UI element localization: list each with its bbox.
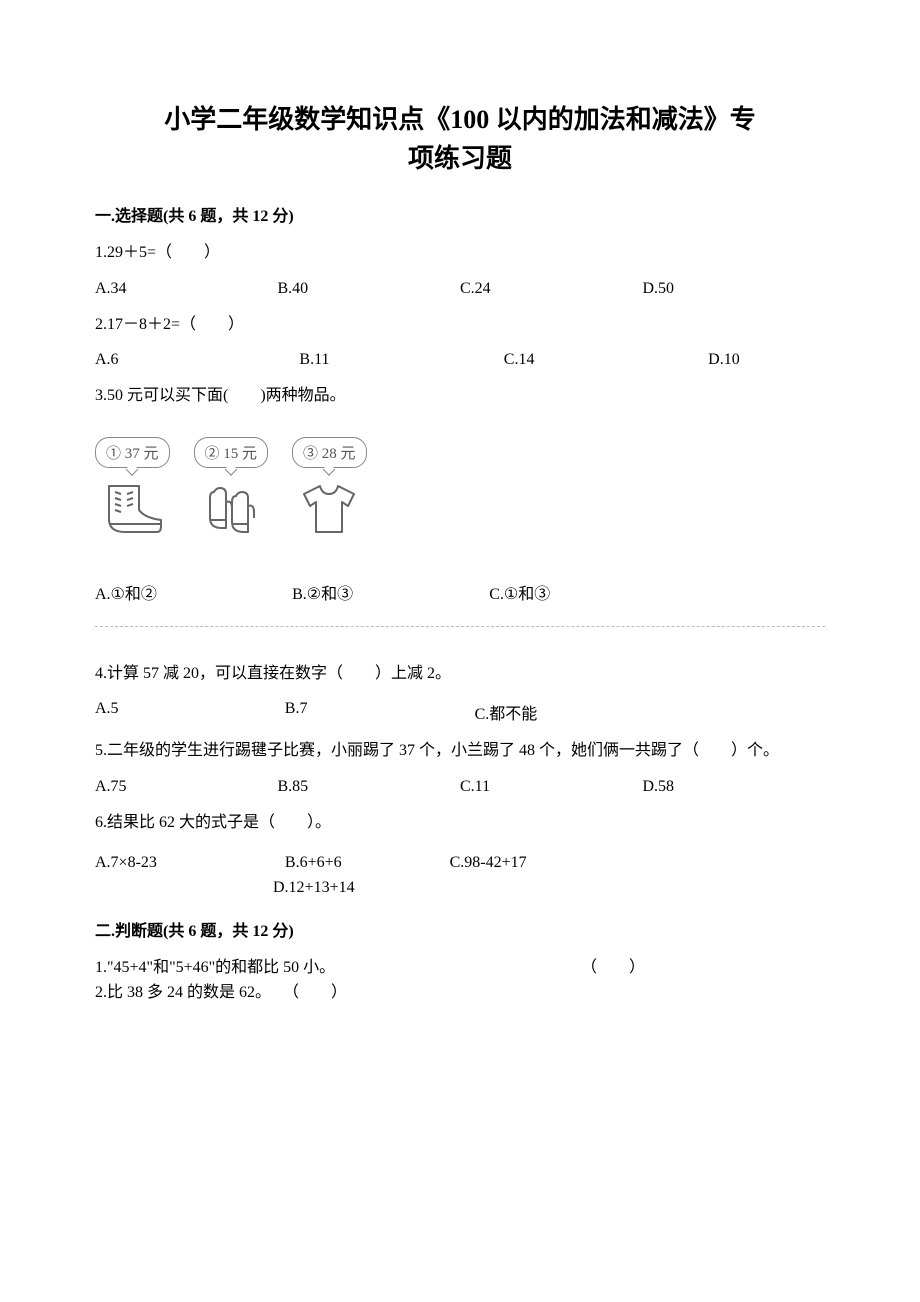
q2-opt-d: D.10 — [708, 351, 825, 369]
q2-opt-b: B.11 — [299, 351, 503, 369]
q2-options: A.6 B.11 C.14 D.10 — [95, 351, 825, 369]
boot-icon — [97, 474, 167, 544]
q1-opt-b: B.40 — [278, 280, 461, 298]
q3-item-3: ③ 28 元 — [292, 437, 367, 544]
q3-image-row: ① 37 元 ② 15 元 — [95, 437, 825, 544]
tf1-text: 1."45+4"和"5+46"的和都比 50 小。 — [95, 955, 335, 981]
tf1-paren: （ ） — [581, 955, 825, 981]
tf2-text: 2.比 38 多 24 的数是 62。 — [95, 984, 271, 1001]
q3-item-1: ① 37 元 — [95, 437, 170, 544]
q4-opt-b: B.7 — [285, 700, 475, 724]
q4-options: A.5 B.7 C.都不能 — [95, 700, 825, 724]
q3-price-1: ① 37 元 — [95, 437, 170, 468]
q3-opt-a: A.①和② — [95, 580, 292, 604]
q3-opt-b: B.②和③ — [292, 580, 489, 604]
q5-text: 5.二年级的学生进行踢毽子比赛，小丽踢了 37 个，小兰踢了 48 个，她们俩一… — [95, 738, 825, 764]
tf2: 2.比 38 多 24 的数是 62。 （ ） — [95, 980, 825, 1006]
q6-opt-b: B.6+6+6 — [285, 854, 342, 871]
divider — [95, 626, 825, 627]
q6-options: A.7×8-23 B.6+6+6 C.98-42+17 D.12+13+14 — [95, 850, 825, 901]
q2-text: 2.17－8＋2=（ ） — [95, 312, 825, 338]
title-line-1: 小学二年级数学知识点《100 以内的加法和减法》专 — [95, 100, 825, 139]
q1-opt-c: C.24 — [460, 280, 643, 298]
q1-options: A.34 B.40 C.24 D.50 — [95, 280, 825, 298]
q3-text: 3.50 元可以买下面( )两种物品。 — [95, 383, 825, 409]
tshirt-icon — [294, 474, 364, 544]
tf-list: 1."45+4"和"5+46"的和都比 50 小。 （ ） 2.比 38 多 2… — [95, 955, 825, 1006]
q5-opt-d: D.58 — [643, 778, 826, 796]
q6-text: 6.结果比 62 大的式子是（ ）。 — [95, 810, 825, 836]
q3-item-2: ② 15 元 — [194, 437, 269, 544]
section-2-heading: 二.判断题(共 6 题，共 12 分) — [95, 917, 825, 941]
q3-opt-c: C.①和③ — [489, 580, 686, 604]
q1-opt-d: D.50 — [643, 280, 826, 298]
q3-price-2: ② 15 元 — [194, 437, 269, 468]
q3-price-3: ③ 28 元 — [292, 437, 367, 468]
q2-opt-c: C.14 — [504, 351, 708, 369]
q2-opt-a: A.6 — [95, 351, 299, 369]
q5-opt-c: C.11 — [460, 778, 643, 796]
q4-opt-c: C.都不能 — [475, 700, 665, 724]
q6-opt-d: D.12+13+14 — [273, 879, 355, 896]
q5-opt-b: B.85 — [278, 778, 461, 796]
page: 小学二年级数学知识点《100 以内的加法和减法》专 项练习题 一.选择题(共 6… — [0, 0, 920, 1302]
title-line-2: 项练习题 — [95, 139, 825, 178]
q3-options: A.①和② B.②和③ C.①和③ — [95, 580, 825, 604]
page-title: 小学二年级数学知识点《100 以内的加法和减法》专 项练习题 — [95, 100, 825, 178]
q1-opt-a: A.34 — [95, 280, 278, 298]
tf1: 1."45+4"和"5+46"的和都比 50 小。 （ ） — [95, 955, 825, 981]
tf2-paren: （ ） — [283, 984, 347, 1001]
q1-text: 1.29＋5=（ ） — [95, 240, 825, 266]
q6-opt-c: C.98-42+17 — [450, 854, 527, 871]
q5-opt-a: A.75 — [95, 778, 278, 796]
q4-opt-a: A.5 — [95, 700, 285, 724]
q4-text: 4.计算 57 减 20，可以直接在数字（ ）上减 2。 — [95, 661, 825, 687]
q6-opt-a: A.7×8-23 — [95, 854, 157, 871]
section-1-heading: 一.选择题(共 6 题，共 12 分) — [95, 202, 825, 226]
gloves-icon — [196, 474, 266, 544]
q5-options: A.75 B.85 C.11 D.58 — [95, 778, 825, 796]
